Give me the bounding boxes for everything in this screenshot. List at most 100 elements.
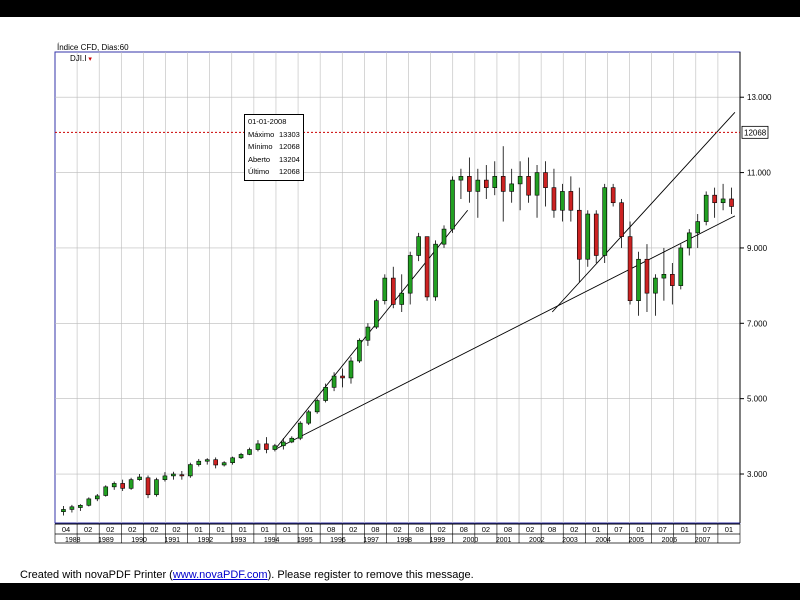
chevron-down-icon: ▾ [86,56,92,63]
candle-body [111,483,117,488]
candle-body [247,449,252,455]
candle-body [69,506,75,510]
candle-body [314,400,320,413]
x-year-label: 1999 [430,537,446,544]
x-month-label: 01 [681,525,689,534]
x-year-label: 2006 [662,537,678,544]
x-year-label: 2003 [562,537,578,544]
x-month-label: 02 [393,525,401,534]
candle-body [374,300,379,328]
x-year-label: 1990 [131,537,147,544]
x-month-label: 01 [305,525,313,534]
candle-body [264,443,269,450]
candle-body [179,474,185,477]
candle-body [610,187,616,204]
last-value-box [741,125,769,139]
tooltip-label: Mínimo [248,142,273,152]
y-tick-label: 7.000 [747,319,768,328]
tooltip-row: Mínimo 12068 [248,141,300,154]
candle-body [551,187,557,211]
candle-body [348,360,354,379]
x-year-label: 1996 [330,537,346,544]
y-tick-label: 5.000 [747,395,768,404]
candle-body [61,509,66,512]
candle-body [517,176,523,185]
trendline [274,215,736,450]
x-month-label: 01 [592,525,600,534]
footer-suffix: ). Please register to remove this messag… [267,569,474,581]
candle-body [661,274,667,279]
x-month-label: 02 [438,525,446,534]
tooltip-row: Aberto 13204 [248,154,300,167]
chart-page: 3.000 5.000 7.000 9.000 11.000 13.000 12068 04 0… [0,17,800,583]
candle-body [534,172,540,196]
candle-body [678,247,684,286]
tooltip-row: Máximo 13303 [248,129,300,142]
candle-body [416,236,421,256]
candle-body [120,483,125,489]
candle-body [255,443,261,450]
candle-body [543,172,548,188]
candle-body [475,179,481,192]
y-tick-label: 3.000 [747,470,768,479]
x-year-label: 1993 [231,537,247,544]
candle-body [196,460,202,465]
x-year-label: 1988 [65,537,81,544]
x-year-label: 2004 [595,537,611,544]
candle-body [441,228,447,245]
x-year-label: 2002 [529,537,545,544]
watermark-footer: Created with novaPDF Printer (www.novaPD… [20,569,474,581]
x-month-label: 01 [194,525,202,534]
x-month-label: 04 [62,525,70,534]
series-symbol: DJI.I [70,54,87,63]
x-month-label: 08 [415,525,423,534]
tooltip-value: 13303 [279,129,300,139]
x-year-label: 2000 [463,537,479,544]
candle-body [221,462,227,466]
tooltip-label: Último [248,167,270,177]
x-month-label: 02 [128,525,136,534]
plot-area [54,51,741,524]
candle-body [171,473,176,477]
candle-body [729,198,734,207]
tooltip-row: Último 12068 [248,166,300,179]
candle-body [568,191,574,211]
candle-body [128,479,134,489]
x-year-label: 1997 [363,537,379,544]
candle-body [399,292,405,305]
candle-body [154,479,159,496]
candle-body [238,454,244,459]
x-month-label: 01 [283,525,291,534]
candle-body [86,498,92,506]
candle-body [467,176,472,192]
candle-body [357,339,362,362]
candle-body [297,422,303,439]
candle-body [281,441,286,447]
candle-body [636,258,641,301]
candle-body [560,191,565,211]
candle-body [686,232,692,249]
x-year-label: 1994 [264,537,280,544]
candle-body [424,236,430,298]
candle-body [712,194,717,204]
x-month-label: 08 [371,525,379,534]
candle-body [188,464,193,477]
x-year-label: 1992 [198,537,214,544]
candle-body [204,459,210,462]
x-month-label: 01 [261,525,269,534]
x-month-label: 08 [504,525,512,534]
candle-body [340,375,345,379]
x-month-label: 02 [172,525,180,534]
x-month-label: 02 [526,525,534,534]
x-month-label: 02 [482,525,490,534]
footer-link[interactable]: www.novaPDF.com [172,569,268,581]
x-year-label: 2007 [695,537,711,544]
candlestick-chart: 3.000 5.000 7.000 9.000 11.000 13.000 12068 04 0… [54,51,772,544]
x-month-label: 08 [460,525,468,534]
tooltip-value: 13204 [279,154,300,164]
x-month-label: 07 [658,525,666,534]
series-symbol-label[interactable]: DJI.I ▾ [70,54,92,63]
x-month-label: 01 [636,525,644,534]
x-month-label: 01 [239,525,247,534]
candle-body [137,476,142,480]
